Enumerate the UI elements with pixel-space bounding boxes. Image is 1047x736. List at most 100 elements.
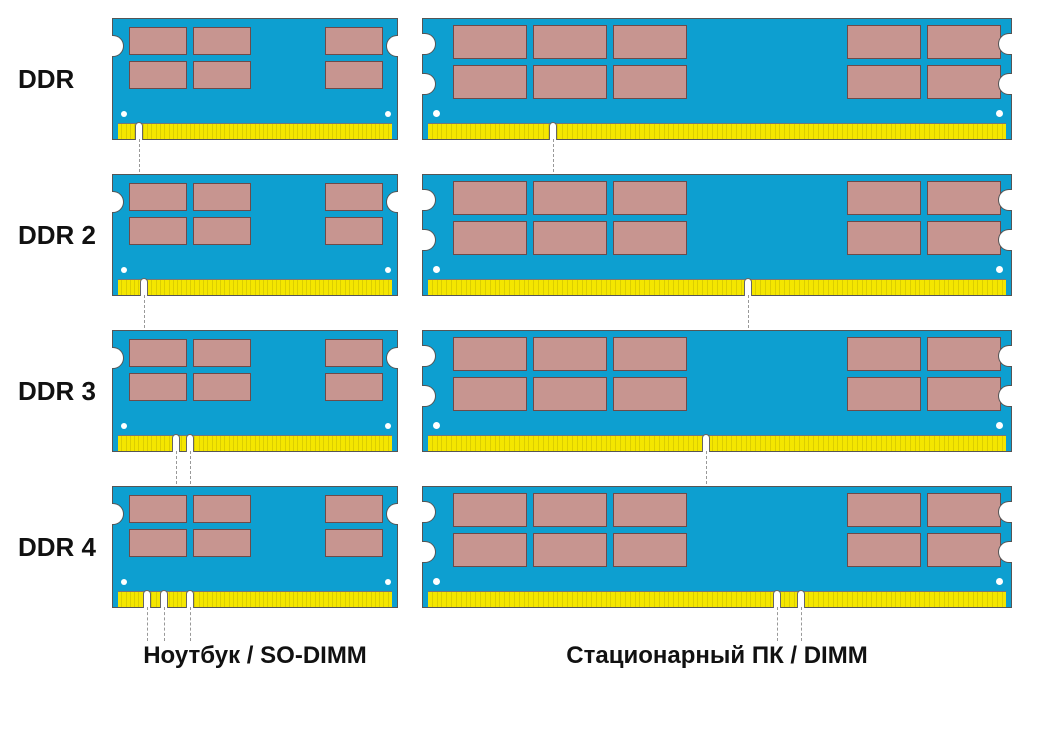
contact-pins (428, 279, 1006, 295)
memory-chip (325, 27, 383, 55)
memory-chip (325, 529, 383, 557)
contact-pins (118, 435, 392, 451)
memory-chip (129, 529, 187, 557)
memory-chip (927, 181, 1001, 215)
dimm-module (422, 486, 1012, 608)
memory-chip (129, 27, 187, 55)
mounting-hole (433, 266, 440, 273)
mounting-hole (121, 579, 127, 585)
chip-group (129, 339, 251, 401)
chip-group (847, 493, 1001, 567)
chip-group (325, 27, 383, 89)
memory-chip (129, 61, 187, 89)
memory-chip (927, 65, 1001, 99)
memory-chip (927, 493, 1001, 527)
memory-chip (613, 25, 687, 59)
memory-chip (129, 373, 187, 401)
contact-pins (428, 435, 1006, 451)
edge-cutout (112, 35, 124, 57)
dimm-module (422, 18, 1012, 140)
mounting-hole (433, 422, 440, 429)
memory-chip (325, 217, 383, 245)
key-notch (186, 434, 194, 452)
sodimm-footer-label: Ноутбук / SO-DIMM (112, 642, 398, 670)
chip-group (129, 495, 251, 557)
chip-group (847, 181, 1001, 255)
ddr-row: DDR 3 (12, 330, 1035, 452)
memory-chip (193, 183, 251, 211)
chip-group (847, 337, 1001, 411)
notch-guide-line (777, 607, 778, 641)
dimm-module (422, 330, 1012, 452)
key-notch (797, 590, 805, 608)
contact-pins (118, 279, 392, 295)
edge-cutout (422, 501, 436, 523)
mounting-hole (385, 111, 391, 117)
edge-cutout (386, 503, 398, 525)
memory-chip (927, 377, 1001, 411)
edge-cutout (386, 191, 398, 213)
memory-chip (927, 221, 1001, 255)
memory-chip (129, 217, 187, 245)
memory-chip (927, 533, 1001, 567)
contact-pins (118, 591, 392, 607)
memory-chip (129, 183, 187, 211)
sodimm-module (112, 18, 398, 140)
memory-chip (533, 65, 607, 99)
row-label: DDR 3 (12, 376, 112, 407)
key-notch (143, 590, 151, 608)
memory-chip (847, 533, 921, 567)
memory-chip (847, 221, 921, 255)
memory-chip (533, 181, 607, 215)
sodimm-module (112, 330, 398, 452)
key-notch (135, 122, 143, 140)
memory-chip (453, 533, 527, 567)
edge-cutout (422, 385, 436, 407)
memory-chip (847, 493, 921, 527)
chip-group (129, 27, 251, 89)
memory-chip (193, 529, 251, 557)
memory-chip (129, 339, 187, 367)
memory-chip (193, 339, 251, 367)
memory-chip (613, 377, 687, 411)
mounting-hole (996, 422, 1003, 429)
dimm-footer-label: Стационарный ПК / DIMM (422, 642, 1012, 670)
memory-chip (847, 377, 921, 411)
memory-chip (193, 61, 251, 89)
mounting-hole (433, 578, 440, 585)
memory-chip (325, 339, 383, 367)
contact-pins (428, 123, 1006, 139)
edge-cutout (422, 541, 436, 563)
row-label: DDR (12, 64, 112, 95)
memory-chip (533, 377, 607, 411)
memory-chip (847, 65, 921, 99)
row-label: DDR 4 (12, 532, 112, 563)
chip-group (453, 337, 687, 411)
edge-cutout (422, 33, 436, 55)
key-notch (549, 122, 557, 140)
chip-group (453, 493, 687, 567)
mounting-hole (996, 266, 1003, 273)
key-notch (773, 590, 781, 608)
footer-labels: Ноутбук / SO-DIMM Стационарный ПК / DIMM (12, 642, 1035, 670)
contact-pins (118, 123, 392, 139)
notch-guide-line (801, 607, 802, 641)
notch-guide-line (147, 607, 148, 641)
key-notch (186, 590, 194, 608)
edge-cutout (112, 347, 124, 369)
memory-chip (927, 337, 1001, 371)
ddr-row: DDR (12, 18, 1035, 140)
edge-cutout (112, 191, 124, 213)
memory-chip (193, 27, 251, 55)
sodimm-module (112, 486, 398, 608)
memory-chip (325, 183, 383, 211)
edge-cutout (386, 35, 398, 57)
mounting-hole (996, 110, 1003, 117)
contact-pins (428, 591, 1006, 607)
memory-chip (325, 495, 383, 523)
key-notch (702, 434, 710, 452)
memory-chip (193, 373, 251, 401)
chip-group (325, 183, 383, 245)
chip-group (129, 183, 251, 245)
memory-chip (533, 337, 607, 371)
